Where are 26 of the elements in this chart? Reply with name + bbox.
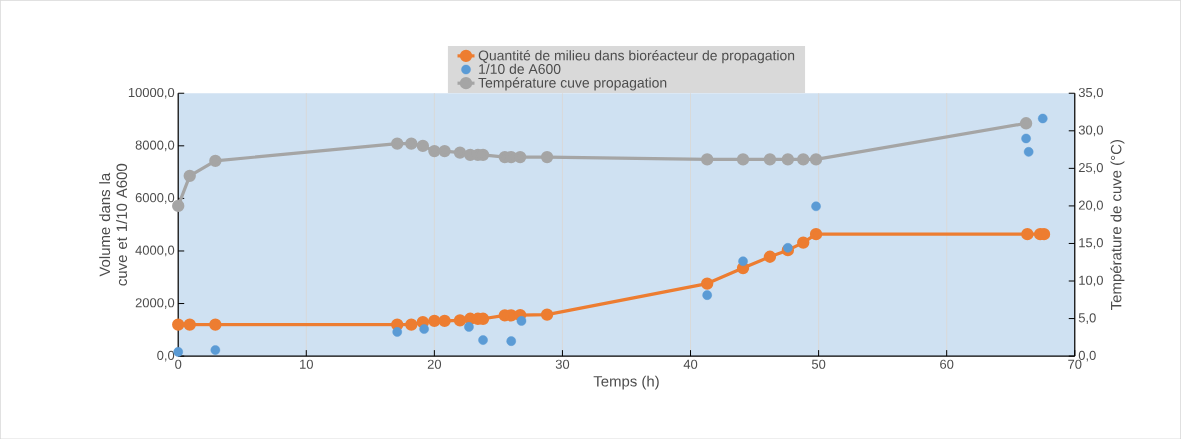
y-axis-title: Volume dans la cuve et 1/10 A600: [99, 163, 128, 286]
legend-label: Quantité de milieu dans bioréacteur de propagation: [478, 49, 795, 63]
y2-tick-label: 25,0: [1078, 162, 1103, 174]
x-tick-label: 50: [811, 359, 826, 369]
x-tick-label: 60: [940, 359, 954, 369]
legend-label: Température cuve propagation: [478, 77, 667, 91]
y-tick-label: 6000,0: [135, 192, 175, 204]
y-tick-label: 4000,0: [135, 245, 175, 257]
y2-tick-label: 15,0: [1079, 237, 1103, 249]
y2-tick-label: 35,0: [1078, 87, 1103, 99]
x-axis-title: Temps (h): [593, 375, 659, 390]
legend-label: 1/10 de A600: [479, 63, 561, 74]
y-tick-label: 10000,0: [128, 87, 175, 99]
y-tick-label: 8000,0: [135, 140, 175, 151]
x-tick-label: 0: [175, 359, 182, 369]
y-tick-label: 2000,0: [135, 298, 175, 309]
y2-tick-label: 20,0: [1078, 200, 1103, 212]
x-tick-label: 10: [300, 359, 313, 369]
y2-tick-label: 10,0: [1079, 275, 1103, 287]
x-tick-label: 40: [683, 359, 698, 369]
x-tick-label: 30: [555, 359, 570, 369]
y-tick-label: 0,0: [157, 350, 175, 362]
y2-tick-label: 30,0: [1078, 125, 1103, 136]
y2-axis-title: Température de cuve (°C): [1110, 139, 1125, 310]
y2-tick-label: 5,0: [1078, 313, 1096, 324]
x-tick-label: 20: [427, 359, 442, 369]
